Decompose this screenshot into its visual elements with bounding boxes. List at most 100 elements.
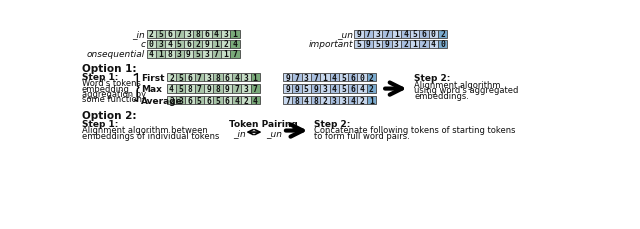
Text: 2: 2 [169, 96, 174, 105]
Text: 6: 6 [422, 30, 426, 39]
Text: Alignment algorithm between: Alignment algorithm between [81, 126, 207, 135]
Bar [330, 85, 339, 93]
Bar [213, 74, 223, 82]
Text: 9: 9 [285, 73, 290, 82]
Text: 5: 5 [179, 85, 183, 94]
Text: 3: 3 [205, 50, 209, 59]
Bar [147, 41, 156, 49]
Bar [438, 30, 447, 39]
Bar [167, 85, 176, 93]
Bar [367, 85, 376, 93]
Bar [283, 96, 292, 105]
Text: 5: 5 [341, 85, 346, 94]
Text: 3: 3 [206, 73, 211, 82]
Bar [195, 85, 204, 93]
Bar [156, 41, 165, 49]
Text: 5: 5 [197, 96, 202, 105]
Bar [232, 74, 241, 82]
Bar [193, 41, 202, 49]
Bar [213, 96, 223, 105]
Text: 6: 6 [225, 73, 230, 82]
Bar [367, 74, 376, 82]
Bar [223, 85, 232, 93]
Text: 9: 9 [294, 85, 300, 94]
Bar [156, 50, 165, 59]
Text: 9: 9 [356, 30, 362, 39]
Bar [147, 50, 156, 59]
Bar [373, 41, 382, 49]
Text: 4: 4 [168, 40, 172, 49]
Text: Token Pairing: Token Pairing [229, 120, 298, 128]
Bar [212, 50, 221, 59]
Bar [320, 85, 330, 93]
Text: 7: 7 [366, 30, 371, 39]
Text: Concatenate following tokens of starting tokens: Concatenate following tokens of starting… [314, 126, 516, 135]
Text: _in: _in [132, 30, 145, 39]
Bar [250, 74, 260, 82]
Text: 2: 2 [360, 96, 365, 105]
Text: 9: 9 [385, 40, 389, 49]
Bar [221, 50, 230, 59]
Bar [311, 74, 320, 82]
Bar [213, 85, 223, 93]
Text: 2: 2 [169, 73, 174, 82]
Text: 5: 5 [216, 96, 220, 105]
Text: to form full word pairs.: to form full word pairs. [314, 131, 410, 140]
Text: Option 2:: Option 2: [81, 110, 136, 120]
Text: 2: 2 [195, 40, 200, 49]
Bar [241, 85, 250, 93]
Bar [212, 30, 221, 39]
Bar [167, 74, 176, 82]
Text: 8: 8 [294, 96, 300, 105]
Text: 5: 5 [179, 73, 183, 82]
Text: 2: 2 [440, 30, 445, 39]
Bar [410, 41, 419, 49]
Bar [373, 30, 382, 39]
Text: 3: 3 [375, 30, 380, 39]
Bar [184, 50, 193, 59]
Bar [195, 74, 204, 82]
Text: _un: _un [337, 30, 353, 39]
Text: 4: 4 [149, 50, 154, 59]
Bar [221, 41, 230, 49]
Text: 4: 4 [253, 96, 257, 105]
Bar [223, 74, 232, 82]
Bar [221, 30, 230, 39]
Bar [175, 30, 184, 39]
Text: 2: 2 [403, 40, 408, 49]
Bar [147, 30, 156, 39]
Text: 6: 6 [188, 96, 193, 105]
Bar [419, 41, 429, 49]
Bar [230, 50, 239, 59]
Text: 1: 1 [214, 40, 219, 49]
Text: 5: 5 [195, 50, 200, 59]
Text: 6: 6 [188, 73, 193, 82]
Text: _in: _in [233, 129, 245, 138]
Bar [186, 96, 195, 105]
Text: 2: 2 [323, 96, 327, 105]
Bar [184, 41, 193, 49]
Bar [250, 85, 260, 93]
Bar [232, 85, 241, 93]
Text: 7: 7 [197, 73, 202, 82]
Bar [339, 96, 348, 105]
Bar [156, 30, 165, 39]
Text: 1: 1 [369, 96, 374, 105]
Text: 6: 6 [350, 85, 355, 94]
Bar [355, 30, 364, 39]
Text: 3: 3 [158, 40, 163, 49]
Text: 2: 2 [223, 40, 228, 49]
Text: embeddings of individual tokens: embeddings of individual tokens [81, 131, 219, 140]
Bar [202, 50, 212, 59]
Text: 4: 4 [214, 30, 219, 39]
Bar [438, 41, 447, 49]
Bar [202, 41, 212, 49]
Bar [204, 74, 213, 82]
Bar [250, 96, 260, 105]
Bar [241, 96, 250, 105]
Bar [429, 30, 438, 39]
Text: 3: 3 [332, 96, 337, 105]
Text: 7: 7 [214, 50, 219, 59]
Bar [193, 50, 202, 59]
Text: 4: 4 [232, 40, 237, 49]
